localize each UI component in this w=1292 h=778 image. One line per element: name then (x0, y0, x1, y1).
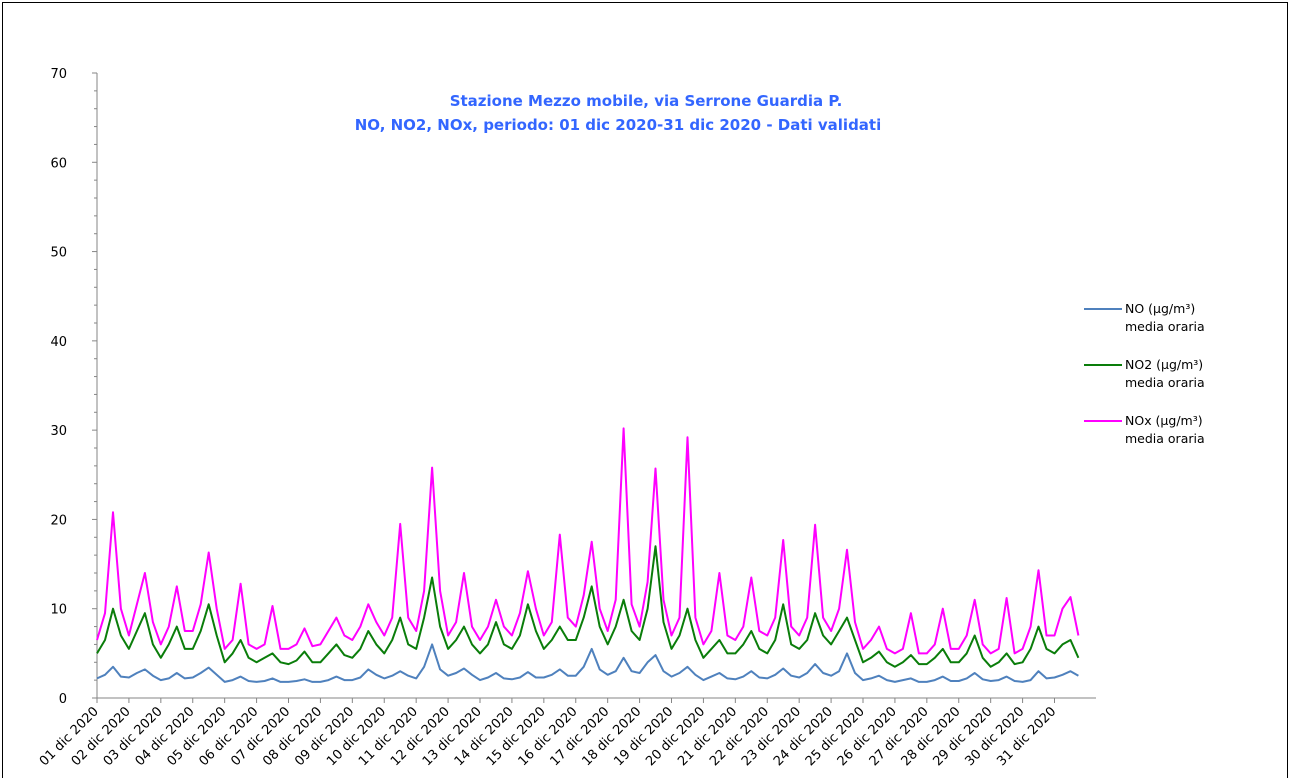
legend-label-sub: media oraria (1125, 319, 1205, 334)
series-line (96, 427, 1080, 655)
y-tick-label: 40 (50, 335, 67, 350)
legend-label: NO2 (µg/m³) (1125, 357, 1203, 372)
y-tick-label: 30 (50, 424, 67, 439)
series-group (96, 427, 1080, 683)
chart-subtitle: NO, NO2, NOx, periodo: 01 dic 2020-31 di… (355, 116, 882, 134)
legend: NO (µg/m³) media oraria NO2 (µg/m³) media o… (1084, 301, 1205, 446)
y-tick-label: 20 (50, 513, 67, 528)
y-tick-label: 60 (50, 156, 67, 171)
legend-label: NO (µg/m³) (1125, 301, 1195, 316)
y-tick-label: 10 (50, 603, 67, 618)
legend-label: NOx (µg/m³) (1125, 413, 1203, 428)
legend-label-sub: media oraria (1125, 431, 1205, 446)
legend-label-sub: media oraria (1125, 375, 1205, 390)
series-line (96, 643, 1079, 683)
series-line (96, 545, 1080, 668)
y-tick-label: 70 (50, 67, 67, 82)
chart-title: Stazione Mezzo mobile, via Serrone Guard… (450, 92, 843, 110)
y-tick-label: 50 (50, 246, 67, 261)
y-tick-label: 0 (59, 692, 67, 707)
